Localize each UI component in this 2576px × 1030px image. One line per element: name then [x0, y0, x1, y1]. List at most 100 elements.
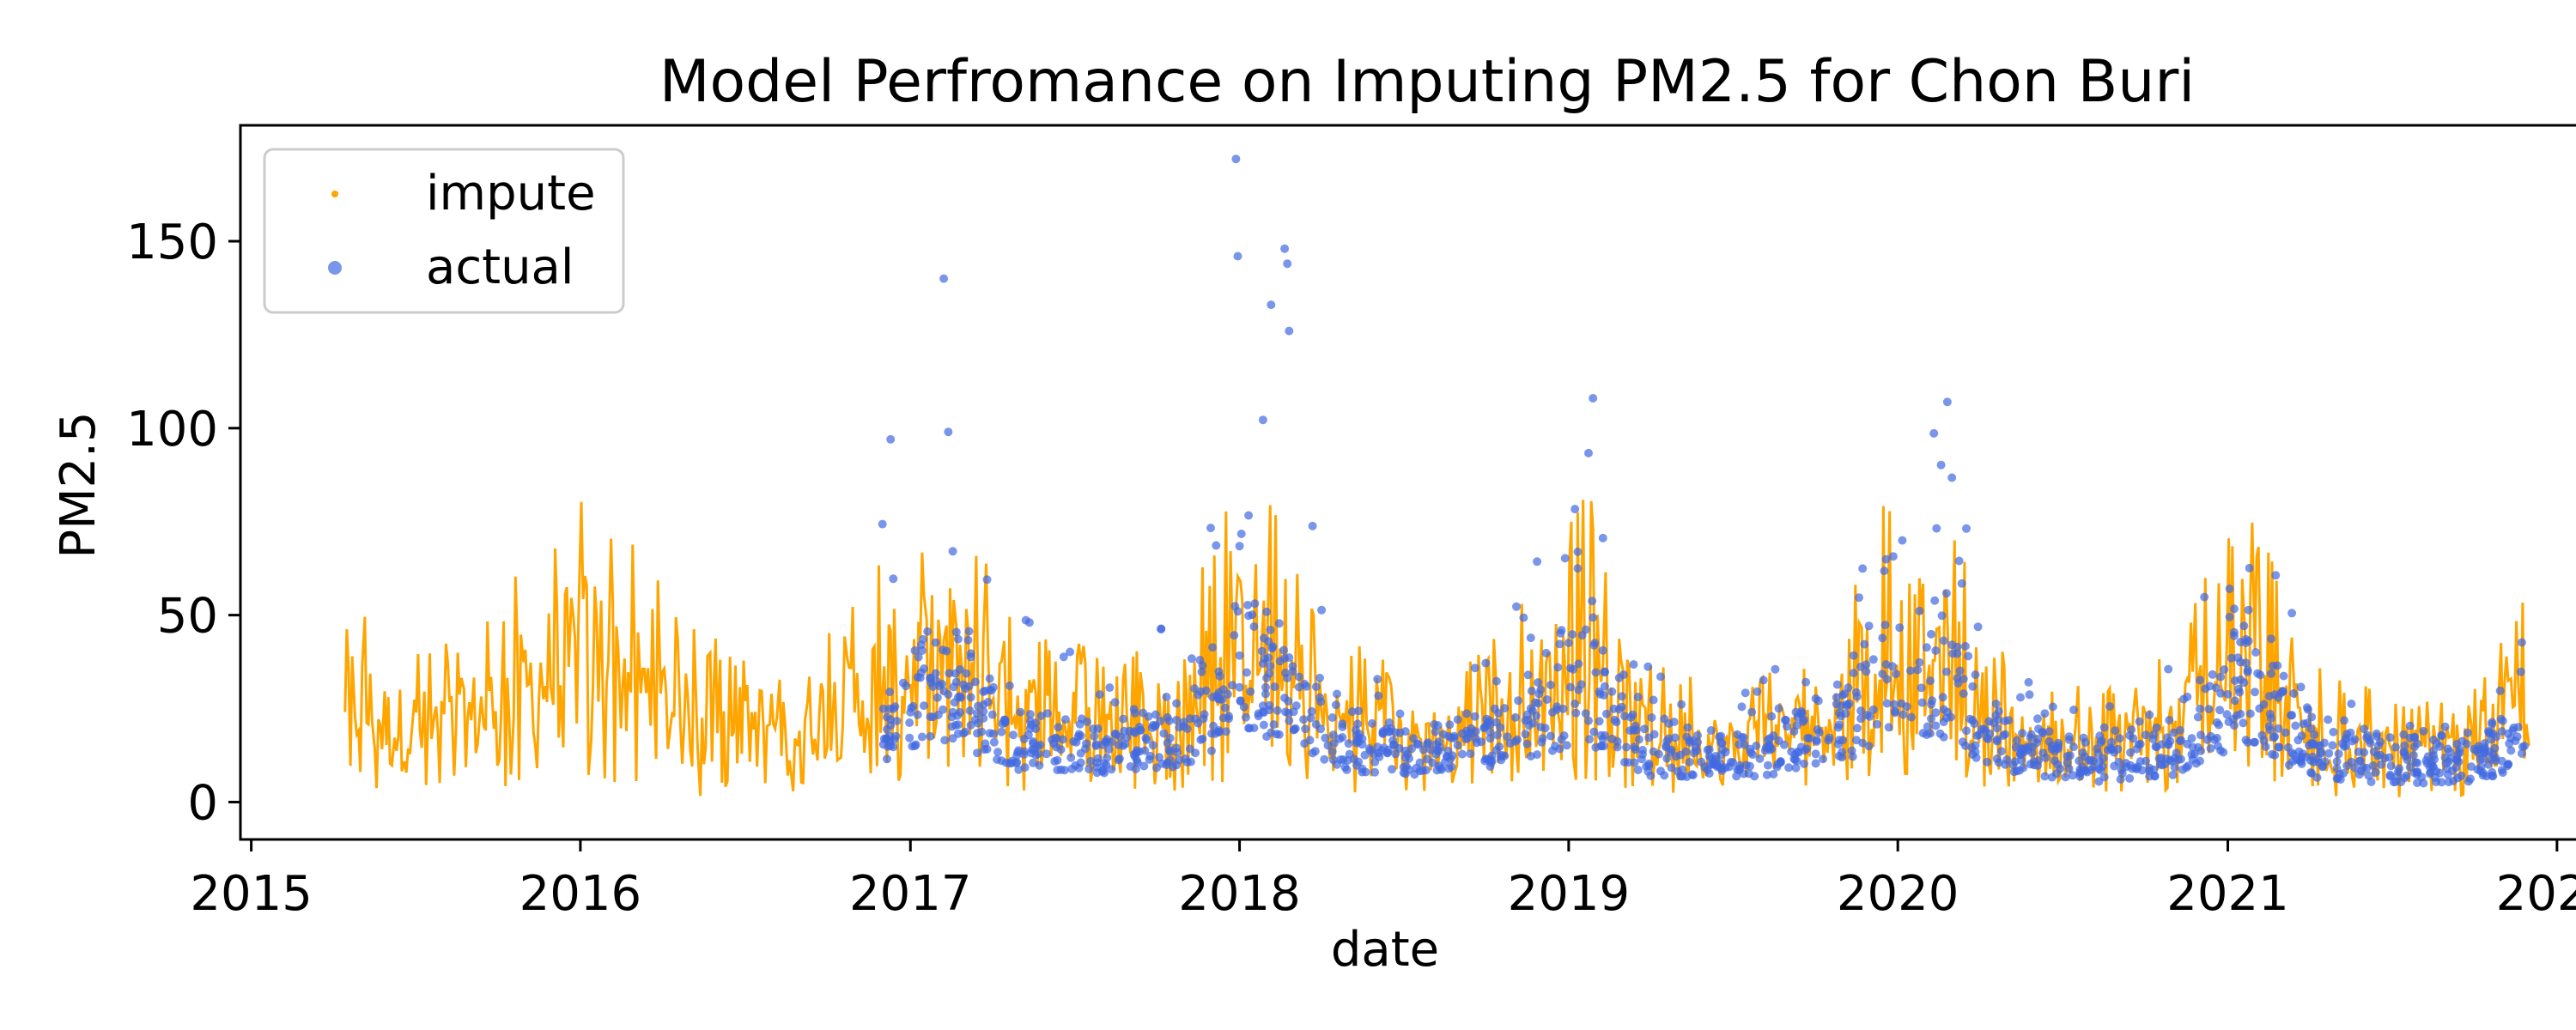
data-point-actual [1198, 661, 1207, 670]
data-point-actual [2052, 769, 2061, 779]
data-point-actual [1613, 742, 1622, 752]
data-point-actual [2506, 746, 2516, 755]
data-point-actual [2188, 754, 2197, 764]
data-point-actual [1235, 682, 1244, 692]
data-point-actual [998, 719, 1007, 729]
data-point-actual [1213, 694, 1223, 703]
data-point-actual [1596, 730, 1606, 740]
data-point-actual [1715, 732, 1724, 742]
data-point-actual [1591, 668, 1601, 677]
data-point-actual [2151, 742, 2160, 751]
data-point-actual [2435, 768, 2445, 778]
data-point-actual [1447, 733, 1456, 742]
data-point-actual [1771, 664, 1780, 674]
data-point-actual [2236, 709, 2245, 718]
data-point-actual [1873, 719, 1881, 729]
data-point-actual [1110, 729, 1120, 738]
data-point-actual [947, 722, 957, 731]
data-point-actual [1500, 704, 1510, 713]
data-point-actual [2149, 730, 2159, 739]
data-point-actual [2215, 706, 2225, 715]
data-point-actual [2044, 736, 2054, 746]
data-point-actual [2269, 733, 2279, 742]
data-point-actual [2114, 757, 2123, 766]
data-point-actual [1367, 718, 1376, 728]
data-point-actual [953, 634, 963, 644]
data-point-actual [1105, 683, 1115, 693]
data-point-actual [2053, 760, 2063, 769]
data-point-actual-outlier [939, 274, 949, 283]
data-point-actual [2316, 748, 2325, 757]
data-point-actual [2517, 748, 2526, 758]
data-point-actual [2097, 736, 2106, 745]
data-point-actual [1855, 593, 1863, 603]
data-point-actual [1401, 761, 1411, 771]
data-point-actual [1242, 668, 1251, 677]
data-point-actual [914, 652, 923, 662]
data-point-actual [974, 718, 982, 728]
data-point-actual [2175, 725, 2184, 735]
data-point-actual [1762, 770, 1771, 779]
data-point-actual [2094, 777, 2104, 786]
data-point-actual [2266, 669, 2275, 678]
data-point-actual [885, 688, 895, 697]
data-point-actual [1172, 760, 1182, 770]
data-point-actual [1681, 747, 1691, 756]
data-point-actual [1090, 731, 1099, 741]
data-point-actual [1139, 708, 1148, 718]
data-point-actual [2065, 751, 2075, 760]
data-point-actual [1598, 645, 1607, 655]
data-point-actual [1814, 696, 1823, 706]
data-point-actual [1852, 692, 1862, 701]
data-point-actual [2409, 732, 2419, 742]
data-point-actual [965, 706, 975, 715]
data-point-actual [1503, 732, 1512, 742]
data-point-actual [2251, 648, 2261, 657]
data-point-actual [1156, 717, 1165, 725]
data-point-actual [1882, 675, 1892, 684]
data-point-actual [940, 736, 950, 745]
data-point-actual [1600, 682, 1609, 691]
data-point-actual [1462, 709, 1472, 718]
data-point-actual [2230, 696, 2239, 706]
data-point-actual [1622, 742, 1631, 752]
x-tick-label: 2016 [519, 866, 642, 922]
data-point-actual [2170, 763, 2179, 772]
data-point-actual [983, 698, 993, 706]
data-point-actual [1235, 542, 1244, 551]
data-point-actual [1721, 763, 1730, 772]
data-point-actual [1856, 706, 1866, 716]
data-point-actual [1524, 721, 1534, 730]
data-point-actual [1236, 530, 1246, 538]
data-point-actual [1279, 645, 1288, 655]
data-point-actual [1865, 712, 1874, 721]
data-point-actual [2069, 742, 2078, 752]
data-point-actual [1413, 740, 1423, 749]
data-point-actual [1306, 713, 1315, 723]
data-point-actual [1377, 746, 1387, 755]
data-point-actual [1470, 712, 1479, 721]
data-point-actual [2366, 777, 2376, 786]
data-point-actual [1595, 717, 1604, 726]
y-tick-label: 50 [157, 589, 218, 645]
data-point-actual [2244, 605, 2253, 615]
data-point-actual [2064, 764, 2074, 773]
data-point-actual [1607, 687, 1617, 696]
data-point-actual [2193, 712, 2202, 722]
data-point-actual [1848, 752, 1857, 761]
data-point-actual [2016, 693, 2025, 702]
data-point-actual [1802, 744, 1812, 754]
data-point-actual [1664, 719, 1674, 728]
data-point-actual [1091, 740, 1101, 749]
data-point-actual [2078, 748, 2087, 757]
data-point-actual [1556, 628, 1565, 638]
y-tick-label: 0 [187, 775, 218, 831]
data-point-actual [1274, 730, 1284, 739]
data-point-actual [2251, 688, 2259, 697]
data-point-actual [1834, 720, 1844, 730]
data-point-actual [1764, 760, 1772, 770]
data-point-actual [1307, 706, 1316, 716]
data-point-actual-outlier [1283, 259, 1292, 269]
data-point-actual [1936, 460, 1946, 470]
data-point-actual [1344, 739, 1353, 748]
